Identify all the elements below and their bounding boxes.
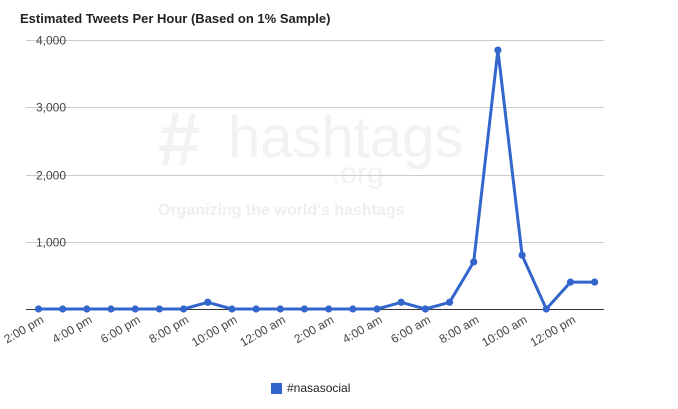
- data-point: [228, 305, 236, 313]
- x-tick-label: 4:00 am: [340, 312, 385, 346]
- x-tick-label: 10:00 pm: [189, 312, 239, 349]
- data-point: [325, 305, 333, 313]
- gridlines: [26, 40, 604, 310]
- watermark-logo: # hashtags .org Organizing the world's h…: [158, 97, 463, 219]
- series-line: [38, 48, 595, 311]
- x-tick-label: 4:00 pm: [50, 312, 95, 346]
- data-point: [518, 251, 526, 259]
- x-tick-label: 8:00 pm: [147, 312, 192, 346]
- watermark-hash: #: [158, 97, 200, 182]
- y-tick-label: 2,000: [36, 169, 66, 183]
- watermark-tagline: Organizing the world's hashtags: [158, 202, 405, 219]
- x-tick-label: 2:00 am: [292, 312, 337, 346]
- x-tick-label: 6:00 am: [388, 312, 433, 346]
- data-point: [34, 305, 43, 313]
- watermark-org: .org: [332, 157, 384, 190]
- data-point: [470, 258, 478, 266]
- data-point: [349, 305, 357, 313]
- legend: #nasasocial: [271, 380, 350, 396]
- y-tick-label: 4,000: [36, 34, 66, 48]
- series-group: [34, 46, 599, 313]
- data-point: [542, 305, 550, 313]
- x-tick-label: 6:00 pm: [98, 312, 143, 346]
- watermark-name: hashtags: [228, 105, 463, 170]
- data-point: [397, 298, 405, 306]
- data-point: [445, 298, 454, 306]
- y-tick-label: 3,000: [36, 101, 66, 115]
- data-point: [566, 278, 575, 286]
- data-point: [494, 46, 502, 54]
- data-point: [131, 305, 139, 313]
- data-point: [276, 305, 284, 313]
- data-point: [373, 305, 381, 313]
- data-point: [179, 305, 188, 313]
- x-tick-label: 12:00 am: [237, 312, 287, 349]
- data-point: [107, 305, 115, 313]
- data-point: [252, 305, 260, 313]
- chart-title: Estimated Tweets Per Hour (Based on 1% S…: [20, 11, 331, 26]
- legend-swatch: [271, 382, 282, 394]
- y-axis-ticks: 1,000 2,000 3,000 4,000: [36, 34, 66, 250]
- y-tick-label: 1,000: [36, 236, 66, 250]
- data-point: [204, 298, 212, 306]
- x-tick-label: 8:00 am: [437, 312, 482, 346]
- data-point: [59, 305, 67, 313]
- data-point: [83, 305, 91, 313]
- x-tick-label: 12:00 pm: [528, 312, 578, 349]
- data-point: [300, 305, 309, 313]
- legend-label: #nasasocial: [287, 381, 351, 395]
- data-point: [591, 278, 599, 286]
- x-tick-label: 2:00 pm: [1, 312, 46, 346]
- data-point: [155, 305, 163, 313]
- data-point: [421, 305, 429, 313]
- x-tick-label: 10:00 am: [479, 312, 529, 349]
